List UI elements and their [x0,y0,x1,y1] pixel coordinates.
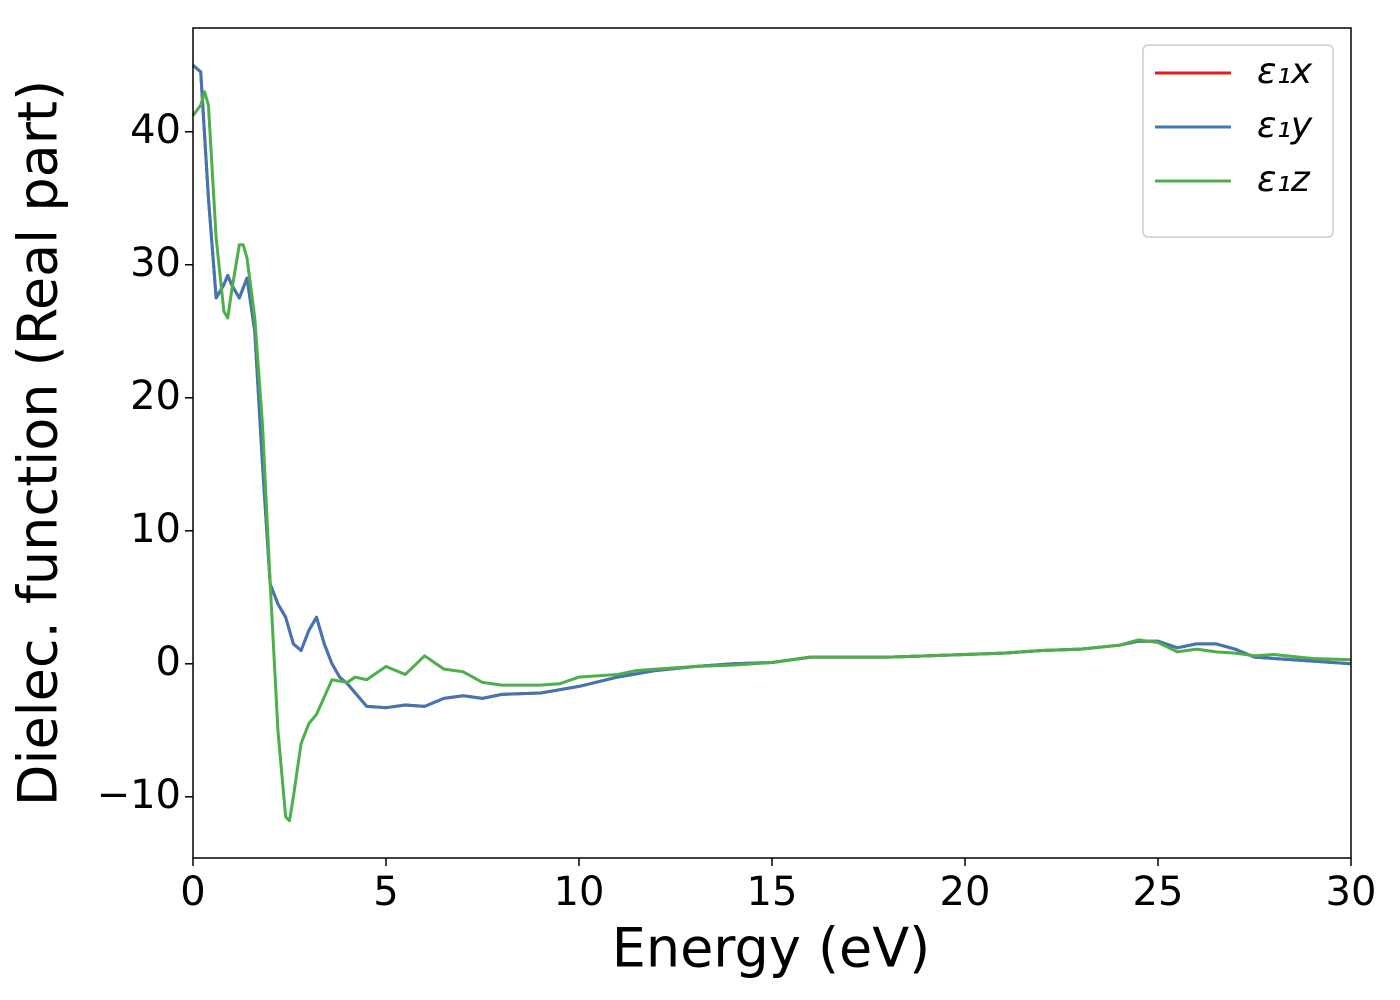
y-tick-label: 30 [130,240,181,286]
x-tick-label: 30 [1326,869,1377,915]
x-tick-label: 5 [373,869,398,915]
legend-label: ε₁y [1257,105,1313,146]
x-tick-label: 0 [180,869,205,915]
x-axis-label: Energy (eV) [612,917,931,980]
y-tick-label: 10 [130,506,181,552]
plot-frame [192,27,1352,859]
x-tick-label: 10 [554,869,605,915]
series-line [191,90,1352,823]
x-tick-label: 20 [940,869,991,915]
legend-label: ε₁x [1257,51,1313,92]
y-axis-label: Dielec. function (Real part) [7,80,70,806]
x-tick-label: 15 [747,869,798,915]
y-tick-label: 0 [156,639,181,685]
x-tick-label: 25 [1133,869,1184,915]
y-tick-label: 20 [130,373,181,419]
legend-box [1142,44,1334,238]
y-tick-label: −10 [97,772,181,818]
y-tick-label: 40 [130,107,181,153]
legend-label: ε₁z [1257,159,1311,200]
